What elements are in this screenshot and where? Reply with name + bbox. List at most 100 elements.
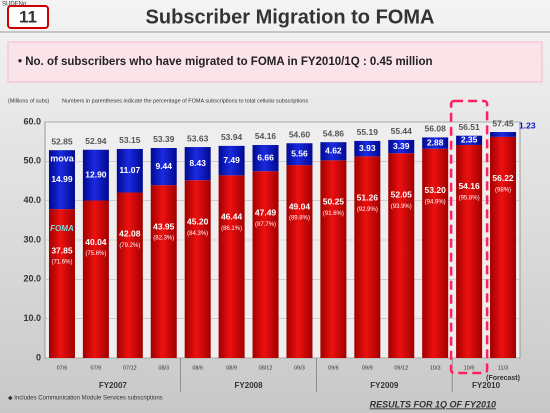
foma-value-label: 53.20 bbox=[425, 185, 447, 195]
total-label: 55.44 bbox=[391, 126, 413, 136]
total-label: 54.86 bbox=[323, 128, 345, 138]
bar-segment bbox=[388, 153, 415, 358]
fiscal-year-label: FY2007 bbox=[99, 381, 128, 390]
foma-share-label: (86.1%) bbox=[221, 226, 242, 232]
y-tick-label: 10.0 bbox=[23, 313, 41, 323]
mova-value-label: 14.99 bbox=[51, 174, 73, 184]
mova-value-label: 9.44 bbox=[155, 161, 172, 171]
bar-segment bbox=[82, 200, 109, 358]
x-tick-label: 08/6 bbox=[192, 365, 203, 371]
y-tick-label: 20.0 bbox=[23, 274, 41, 284]
mova-value-label: 4.62 bbox=[325, 146, 342, 156]
page-number: 11 bbox=[19, 7, 37, 26]
mova-value-label: 6.66 bbox=[257, 152, 274, 162]
bar-segment bbox=[354, 140, 381, 157]
total-label: 53.15 bbox=[119, 135, 141, 145]
foma-value-label: 49.04 bbox=[289, 201, 311, 211]
foma-share-label: (92.9%) bbox=[357, 207, 378, 213]
foma-share-label: (84.3%) bbox=[187, 231, 208, 237]
bar-segment bbox=[286, 143, 313, 166]
x-tick-label: 07/9 bbox=[91, 365, 102, 371]
bar-segment bbox=[116, 192, 143, 358]
corner-label: SUDENo bbox=[2, 2, 27, 8]
page-number-box bbox=[7, 5, 49, 29]
foma-value-label: 47.49 bbox=[255, 207, 277, 217]
footer: RESULTS FOR 1Q OF FY2010 bbox=[370, 399, 496, 409]
total-label: 53.63 bbox=[187, 133, 209, 143]
footnote: ◆ Includes Communication Module Services… bbox=[8, 396, 163, 402]
highlight-text: • No. of subscribers who have migrated t… bbox=[18, 56, 433, 68]
total-label: 52.85 bbox=[51, 136, 73, 146]
legend-foma: FOMA bbox=[50, 224, 74, 233]
foma-value-label: 40.04 bbox=[85, 237, 107, 247]
bar-segment bbox=[150, 185, 177, 358]
foma-share-label: (95.8%) bbox=[459, 196, 480, 202]
fiscal-year-label: FY2008 bbox=[235, 381, 264, 390]
bar-segment bbox=[184, 180, 211, 358]
note: Numbers in parentheses indicate the perc… bbox=[62, 98, 308, 104]
bar-segment bbox=[48, 209, 75, 358]
mova-value-label: 8.43 bbox=[189, 158, 206, 168]
foma-value-label: 46.44 bbox=[221, 212, 243, 222]
foma-value-label: 51.26 bbox=[357, 193, 379, 203]
total-label: 57.45 bbox=[492, 118, 514, 128]
mova-value-label: 3.93 bbox=[359, 143, 376, 153]
mova-value-label: 12.90 bbox=[85, 169, 107, 179]
unit-label: (Millions of subs) bbox=[8, 98, 49, 104]
x-tick-label: 08/12 bbox=[259, 365, 273, 371]
bar-segment bbox=[320, 160, 347, 358]
x-tick-label: 09/3 bbox=[294, 365, 305, 371]
y-tick-label: 40.0 bbox=[23, 195, 41, 205]
bar-segment bbox=[456, 144, 483, 358]
foma-share-label: (89.8%) bbox=[289, 216, 310, 222]
bar-segment bbox=[150, 147, 177, 186]
chart-title: Subscriber Migration to FOMA bbox=[146, 6, 435, 28]
mova-value-label: 2.88 bbox=[427, 137, 444, 147]
fiscal-year-label: FY2010 bbox=[472, 381, 501, 390]
bar-segment bbox=[456, 135, 483, 145]
x-tick-label: 08/3 bbox=[158, 365, 169, 371]
x-tick-label: 07/6 bbox=[57, 365, 68, 371]
foma-share-label: (79.2%) bbox=[119, 243, 140, 249]
bar-segment bbox=[388, 139, 415, 154]
mova-value-label: 2.35 bbox=[461, 135, 478, 145]
bar-segment bbox=[252, 145, 279, 172]
foma-share-label: (93.9%) bbox=[391, 204, 412, 210]
foma-share-label: (87.7%) bbox=[255, 222, 276, 228]
x-tick-label: 10/6 bbox=[464, 365, 475, 371]
bar-segment bbox=[320, 142, 347, 161]
foma-value-label: 45.20 bbox=[187, 216, 209, 226]
bar-segment bbox=[218, 145, 245, 176]
foma-value-label: 50.25 bbox=[323, 197, 345, 207]
mova-value-label: 1.23 bbox=[519, 120, 536, 130]
total-label: 55.19 bbox=[357, 127, 379, 137]
foma-share-label: (75.6%) bbox=[85, 251, 106, 257]
x-tick-label: 07/12 bbox=[123, 365, 137, 371]
bar-segment bbox=[252, 171, 279, 358]
y-tick-label: 60.0 bbox=[23, 116, 41, 126]
y-tick-label: 50.0 bbox=[23, 156, 41, 166]
total-label: 54.60 bbox=[289, 129, 311, 139]
foma-value-label: 43.95 bbox=[153, 221, 175, 231]
bar-segment bbox=[286, 165, 313, 358]
total-label: 53.39 bbox=[153, 134, 175, 144]
foma-share-label: (82.3%) bbox=[153, 236, 174, 242]
foma-value-label: 37.85 bbox=[51, 245, 73, 255]
legend-mova: mova bbox=[50, 153, 75, 163]
x-tick-label: 09/9 bbox=[362, 365, 373, 371]
total-label: 53.94 bbox=[221, 132, 243, 142]
bar-segment bbox=[422, 148, 449, 358]
total-label: 56.08 bbox=[425, 124, 447, 134]
y-tick-label: 0 bbox=[36, 352, 41, 362]
mova-value-label: 5.56 bbox=[291, 148, 308, 158]
x-tick-label: 11/3 bbox=[498, 365, 508, 371]
mova-value-label: 11.07 bbox=[119, 165, 140, 175]
fiscal-year-label: FY2009 bbox=[370, 381, 399, 390]
total-label: 54.16 bbox=[255, 131, 277, 141]
bar-segment bbox=[184, 147, 211, 181]
total-label: 56.51 bbox=[458, 122, 480, 132]
mova-value-label: 7.49 bbox=[223, 155, 240, 165]
bar-segment bbox=[490, 136, 517, 358]
bar-segment bbox=[48, 150, 75, 210]
